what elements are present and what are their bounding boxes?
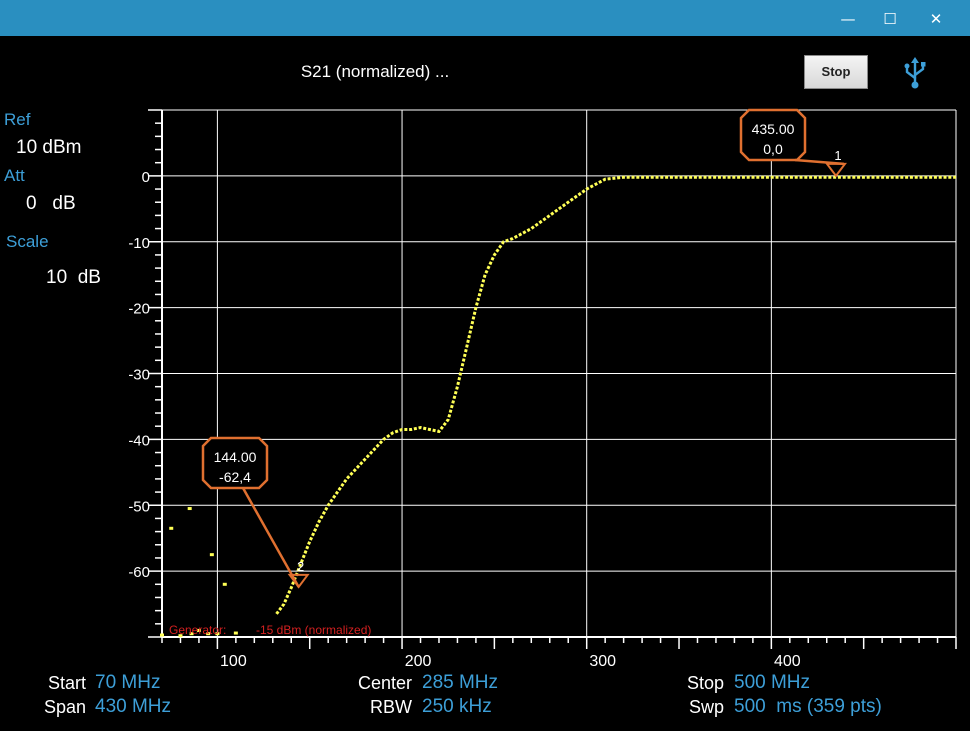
- markers: 1 435.00 0,0 2 144.00 -62,4: [201, 108, 847, 589]
- marker-1-level: 0,0: [763, 141, 783, 157]
- y-tick-label: -60: [128, 564, 150, 581]
- span-label: Span: [43, 697, 86, 717]
- swp-value[interactable]: 500 ms (359 pts): [734, 696, 882, 717]
- stop-freq-label: Stop: [686, 673, 724, 693]
- scatter-point: [215, 632, 220, 636]
- span-value[interactable]: 430 MHz: [95, 696, 172, 717]
- ref-value[interactable]: 10 dBm: [16, 137, 82, 158]
- marker-2-freq: 144.00: [214, 449, 257, 465]
- marker-2-id: 2: [297, 559, 304, 574]
- y-tick-label: -40: [128, 432, 150, 449]
- y-tick-labels: 0 -10 -20 -30 -40 -50 -60: [128, 169, 150, 581]
- y-tick-label: -20: [128, 301, 150, 318]
- marker-2-callout: [201, 436, 269, 490]
- att-value[interactable]: 0 dB: [26, 193, 76, 214]
- center-label: Center: [357, 673, 412, 693]
- generator-label: Generator:: [169, 623, 226, 637]
- swp-label: Swp: [688, 697, 724, 717]
- measurement-title: S21 (normalized) ...: [300, 62, 450, 81]
- marker-1-freq: 435.00: [752, 121, 795, 137]
- chart-grid: [148, 109, 957, 649]
- scatter-point: [178, 634, 183, 638]
- scatter-point: [187, 507, 192, 511]
- window-titlebar: — ☐ ✕: [0, 0, 970, 36]
- x-tick-label: 300: [589, 653, 616, 670]
- y-tick-label: -30: [128, 367, 150, 384]
- marker-1-triangle: [824, 162, 847, 178]
- y-tick-label: -10: [128, 235, 150, 252]
- start-value[interactable]: 70 MHz: [95, 672, 161, 693]
- generator-value: -15 dBm (normalized): [256, 623, 371, 637]
- scatter-point: [196, 628, 201, 632]
- scatter-point: [169, 526, 174, 530]
- usb-icon[interactable]: [900, 56, 930, 90]
- trace-line: [275, 175, 956, 615]
- marker-2-level: -62,4: [219, 469, 251, 485]
- marker-2-leader: [241, 487, 300, 588]
- close-button[interactable]: ✕: [929, 10, 943, 28]
- rbw-label: RBW: [370, 697, 412, 717]
- scale-label: Scale: [6, 232, 49, 251]
- scatter-point: [206, 632, 211, 636]
- y-tick-label: 0: [142, 169, 150, 186]
- scatter-point: [160, 633, 164, 637]
- scale-value[interactable]: 10 dB: [46, 267, 101, 288]
- stop-button[interactable]: Stop: [804, 55, 868, 89]
- marker-1-id: 1: [834, 148, 841, 163]
- maximize-button[interactable]: ☐: [883, 10, 897, 28]
- x-tick-labels: 100 200 300 400: [220, 653, 801, 670]
- trace-series: [160, 175, 956, 638]
- center-value[interactable]: 285 MHz: [422, 672, 499, 693]
- stop-freq-value[interactable]: 500 MHz: [734, 672, 811, 693]
- y-tick-label: -50: [128, 498, 150, 515]
- marker-2-triangle: [287, 573, 310, 589]
- x-tick-label: 200: [405, 653, 432, 670]
- rbw-value[interactable]: 250 kHz: [422, 696, 492, 717]
- x-tick-label: 400: [774, 653, 801, 670]
- scatter-point: [209, 553, 214, 557]
- ref-label: Ref: [4, 110, 31, 129]
- start-label: Start: [47, 673, 86, 693]
- minimize-button[interactable]: —: [840, 10, 856, 28]
- scatter-point: [233, 631, 238, 635]
- x-tick-label: 100: [220, 653, 247, 670]
- att-label: Att: [4, 166, 25, 185]
- marker-1-leader: [794, 158, 845, 166]
- scatter-point: [222, 582, 227, 586]
- marker-1-callout: [739, 108, 807, 162]
- scatter-point: [189, 632, 194, 636]
